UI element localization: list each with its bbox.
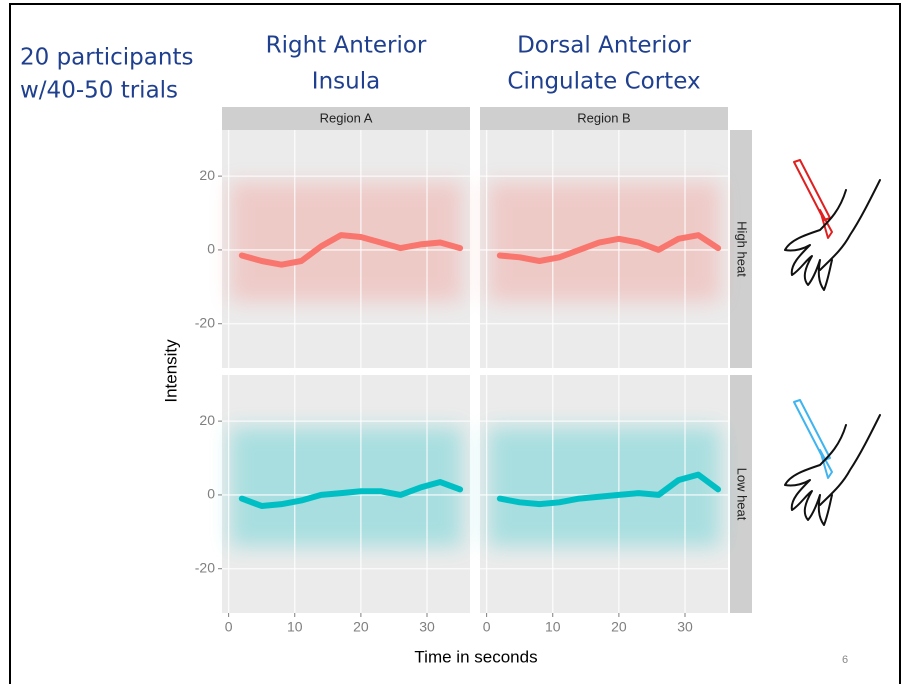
y-tick-label: 20 (199, 412, 215, 428)
x-tick-label: 10 (287, 619, 303, 635)
x-tick-label: 10 (545, 619, 561, 635)
note-line: w/40-50 trials (20, 78, 178, 104)
x-tick-label: 20 (611, 619, 627, 635)
hand-high (784, 159, 881, 291)
y-tick-label: 0 (207, 241, 215, 257)
trend-line (496, 232, 722, 264)
y-axis-label: Intensity (161, 339, 180, 403)
strip (730, 130, 752, 368)
trend-line (238, 479, 464, 509)
column-title: Cingulate Cortex (507, 69, 700, 95)
strip-label: High heat (735, 221, 750, 277)
strip-label: Region B (577, 110, 630, 125)
strip-label: Region A (320, 110, 373, 125)
x-tick-label: 0 (225, 619, 233, 635)
hand-low (784, 399, 881, 526)
x-tick-label: 20 (353, 619, 369, 635)
y-tick-label: -20 (195, 314, 215, 330)
y-tick-label: 0 (207, 486, 215, 502)
strip-label: Low heat (735, 468, 750, 521)
x-tick-label: 0 (483, 619, 491, 635)
strip (222, 107, 470, 130)
chart-area: 20 participants w/40-50 trials Right Anter… (20, 33, 848, 667)
trend-line (496, 471, 722, 508)
column-title: Dorsal Anterior (517, 33, 691, 59)
column-title: Right Anterior (266, 33, 427, 59)
y-tick-label: 20 (199, 167, 215, 183)
strip (730, 375, 752, 613)
strip (480, 107, 728, 130)
x-tick-label: 30 (419, 619, 435, 635)
x-tick-label: 30 (677, 619, 693, 635)
y-tick-label: -20 (195, 559, 215, 575)
x-axis-label: Time in seconds (414, 647, 537, 666)
column-title: Insula (312, 69, 380, 95)
trial-cloud (488, 427, 720, 547)
hands (784, 159, 881, 526)
page-number: 6 (842, 654, 848, 666)
trend-line (238, 232, 464, 268)
note-line: 20 participants (20, 45, 193, 71)
